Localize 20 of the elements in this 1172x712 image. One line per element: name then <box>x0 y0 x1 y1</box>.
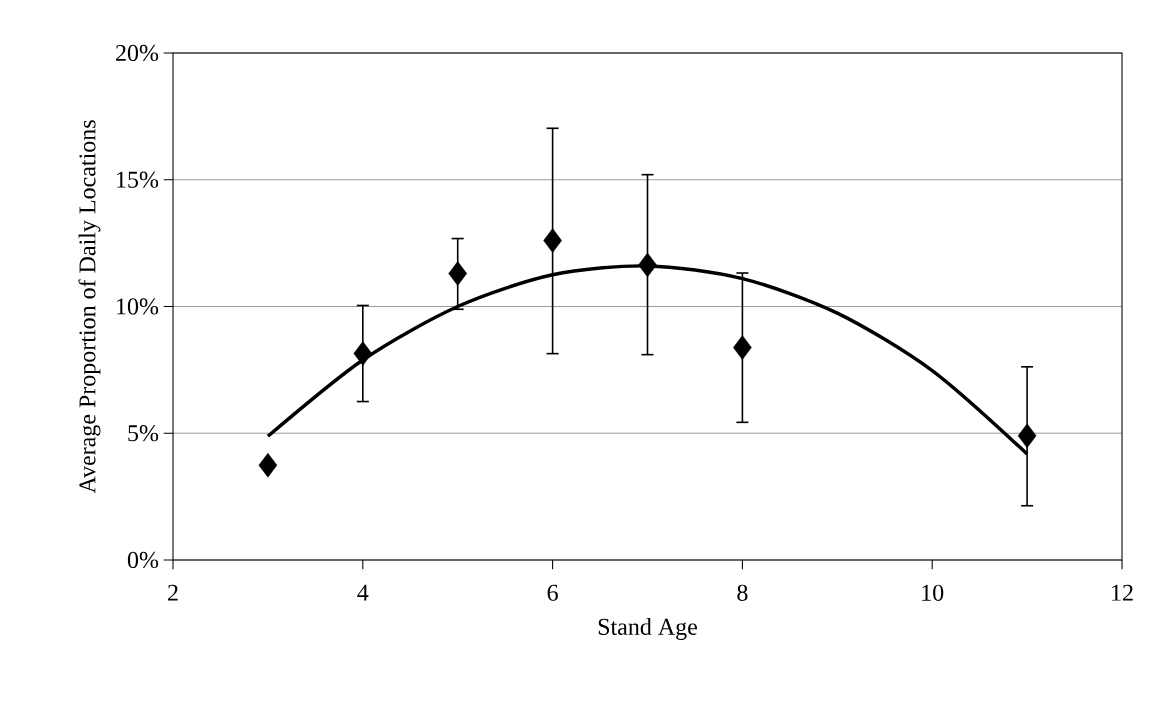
y-tick-label: 10% <box>117 298 159 315</box>
x-tick-label: 8 <box>737 584 748 601</box>
point <box>733 335 752 360</box>
point <box>353 341 373 366</box>
y-tick-label: 5% <box>128 425 159 442</box>
point <box>638 252 657 278</box>
y-tick-label: 0% <box>127 551 159 569</box>
x-tick-label: 12 <box>1112 584 1133 601</box>
point <box>1017 423 1037 449</box>
point <box>543 228 562 253</box>
x-tick-label: 2 <box>168 584 178 601</box>
y-tick-label: 20% <box>116 44 159 62</box>
x-tick-label: 4 <box>357 584 369 601</box>
x-axis-title: Stand Age <box>598 618 698 640</box>
y-axis-title: Average Proportion of Daily Locations <box>78 120 101 494</box>
x-tick-label: 6 <box>547 584 558 601</box>
point <box>258 452 278 478</box>
point <box>448 261 467 286</box>
x-tick-label: 10 <box>922 584 944 601</box>
y-tick-label: 15% <box>117 171 159 188</box>
